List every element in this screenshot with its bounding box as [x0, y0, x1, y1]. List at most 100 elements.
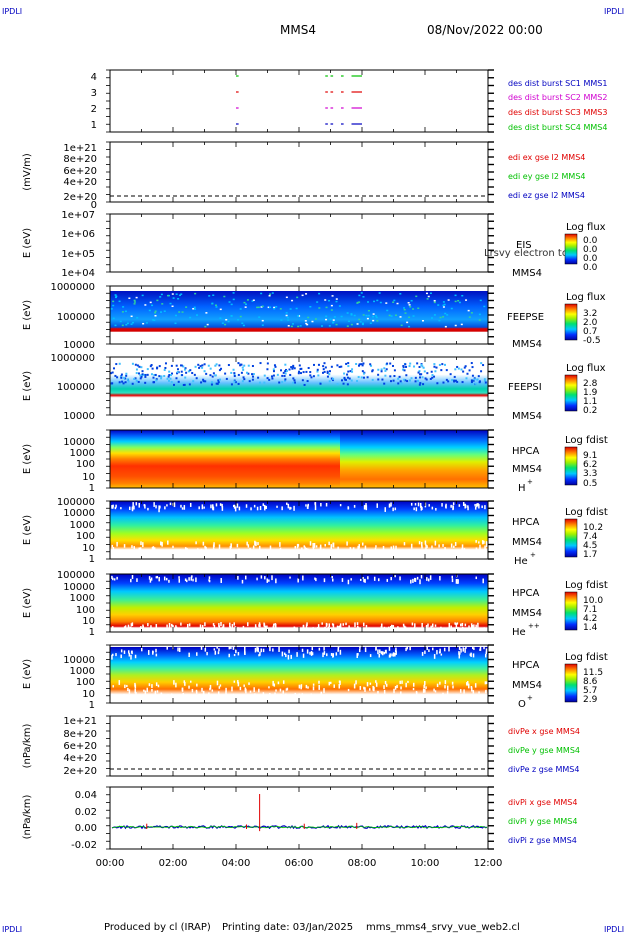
he-speckle-dot	[351, 552, 354, 556]
feepse-speckle-dot	[396, 302, 399, 305]
o-speckle-dot	[462, 647, 465, 652]
o-speckle-dot	[363, 686, 365, 690]
feepse-speckle-dot	[211, 302, 214, 305]
hepp-speckle-dot	[271, 575, 273, 581]
o-speckle-dot	[393, 696, 395, 700]
hepp-speckle-dot	[229, 626, 232, 630]
o-speckle-dot	[257, 647, 259, 653]
feepse-speckle-dot	[232, 292, 235, 294]
o-speckle-dot	[395, 647, 397, 651]
o-speckle-dot	[358, 648, 361, 653]
o-speckle-dot	[279, 696, 282, 701]
o-speckle-dot	[182, 693, 184, 698]
o-speckle-dot	[366, 682, 369, 687]
feepsi-speckle-dot	[135, 372, 138, 375]
he-speckle-dot	[445, 505, 447, 508]
feepsi-speckle-dot	[347, 370, 350, 373]
o-speckle-dot	[134, 682, 136, 687]
hepp-speckle-dot	[454, 622, 456, 625]
feepsi-speckle-dot	[397, 377, 400, 380]
feepse-speckle-dot	[444, 312, 447, 315]
he-speckle-dot	[452, 502, 455, 506]
he-speckle-dot	[234, 506, 237, 512]
hepp-speckle-dot	[427, 627, 429, 631]
hpca-hepp-cb-tick-3: 1.4	[583, 623, 598, 633]
feepsi-speckle-dot	[144, 375, 147, 378]
feepsi-speckle-dot	[404, 363, 407, 366]
o-speckle-dot	[459, 652, 461, 655]
he-speckle-dot	[116, 555, 118, 561]
he-speckle-dot	[461, 547, 463, 552]
feepsi-speckle-dot	[149, 365, 152, 368]
he-speckle-dot	[358, 544, 360, 549]
o-speckle-dot	[435, 699, 437, 704]
feepsi-speckle-dot	[434, 370, 437, 373]
feepsi-speckle-dot	[477, 375, 480, 378]
time-tick-4: 08:00	[348, 858, 377, 869]
feepsi-speckle-dot	[207, 364, 210, 367]
o-speckle-dot	[383, 685, 385, 689]
he-speckle-dot	[161, 541, 163, 547]
hepp-speckle-dot	[237, 628, 239, 634]
feepse-speckle-dot	[467, 309, 470, 312]
feepsi-speckle-dot	[414, 376, 417, 379]
feepsi-speckle-dot	[380, 370, 383, 373]
he-speckle-dot	[257, 552, 259, 556]
feepsi-speckle-dot	[176, 371, 179, 374]
o-speckle-dot	[328, 697, 331, 700]
o-speckle-dot	[388, 654, 391, 658]
feepse-speckle-dot	[330, 309, 333, 311]
hpca-hepp-spectrogram	[110, 574, 488, 632]
hepp-speckle-dot	[184, 578, 187, 582]
feepse-speckle-dot	[407, 302, 410, 304]
o-speckle-dot	[452, 685, 454, 689]
feepse-speckle-dot	[225, 318, 228, 321]
feepsi-speckle-dot	[197, 363, 200, 366]
he-speckle-dot	[119, 550, 121, 555]
feepsi-speckle-dot	[243, 378, 246, 381]
he-speckle-dot	[441, 503, 443, 507]
hepp-speckle-dot	[303, 627, 305, 631]
hepp-speckle-dot	[388, 626, 390, 631]
feepse-speckle-dot	[185, 306, 188, 308]
feepsi-speckle-dot	[328, 373, 331, 376]
feepse-speckle-dot	[171, 305, 174, 308]
feepsi-speckle-dot	[168, 374, 171, 377]
o-speckle-dot	[484, 681, 487, 685]
feepsi-speckle-dot	[227, 364, 230, 367]
he-speckle-dot	[181, 507, 184, 510]
he-speckle-dot	[318, 554, 320, 558]
he-speckle-dot	[431, 545, 433, 549]
feepse-speckle-dot	[285, 314, 288, 317]
o-speckle-dot	[318, 684, 320, 690]
o-speckle-dot	[212, 694, 215, 699]
he-speckle-dot	[140, 541, 142, 546]
he-speckle-dot	[421, 545, 423, 549]
feepse-speckle-dot	[408, 325, 411, 328]
hepp-speckle-dot	[208, 579, 210, 582]
hpca-he-ytick-3: 100	[76, 531, 95, 542]
he-speckle-dot	[259, 505, 262, 511]
he-speckle-dot	[184, 547, 187, 550]
feepsi-speckle-dot	[290, 366, 293, 369]
hepp-speckle-dot	[213, 624, 216, 630]
o-speckle-dot	[290, 654, 292, 659]
panel-divpi-frame	[109, 786, 489, 850]
feepse-speckle-dot	[362, 314, 365, 316]
feepsi-speckle-dot	[442, 381, 445, 384]
o-speckle-dot	[464, 647, 466, 653]
he-speckle-dot	[478, 504, 480, 509]
feepsi-speckle-dot	[360, 376, 363, 379]
hpca-he-charge: +	[530, 551, 536, 559]
he-speckle-dot	[467, 506, 469, 511]
he-speckle-dot	[429, 550, 432, 555]
hepp-speckle-dot	[327, 628, 330, 633]
hpca-hepp-ytick-2: 1000	[70, 593, 95, 604]
feepsi-speckle-dot	[408, 379, 411, 382]
feepsi-speckle-dot	[171, 372, 174, 375]
burst-legend-2: des dist burst SC2 MMS2	[508, 93, 607, 102]
feepsi-speckle-dot	[463, 366, 466, 369]
he-speckle-dot	[484, 505, 486, 510]
feepse-speckle-dot	[356, 301, 359, 304]
o-speckle-dot	[485, 681, 488, 685]
